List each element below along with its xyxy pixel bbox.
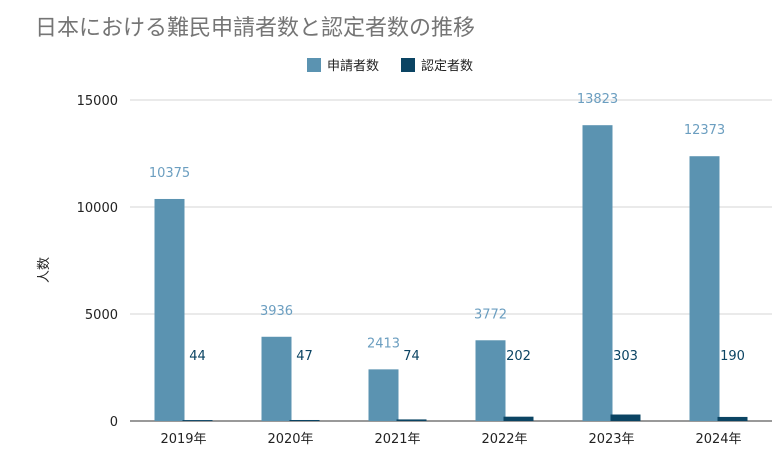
- y-tick-label: 15000: [77, 94, 118, 109]
- x-tick-label: 2019年: [160, 432, 206, 447]
- legend: 申請者数 認定者数: [0, 55, 780, 74]
- bar-recognized: [182, 420, 213, 421]
- x-tick-label: 2020年: [267, 432, 313, 447]
- bar-applications: [475, 340, 506, 421]
- bar-applications: [368, 369, 399, 421]
- bar-recognized: [610, 414, 641, 421]
- data-label-recognized: 74: [403, 349, 420, 364]
- legend-item-applications[interactable]: 申請者数: [306, 55, 379, 74]
- chart-title: 日本における難民申請者数と認定者数の推移: [35, 16, 476, 41]
- bar-recognized: [503, 416, 534, 421]
- y-tick-label: 10000: [77, 201, 118, 216]
- legend-label-applications: 申請者数: [326, 59, 379, 74]
- data-label-applications: 3772: [474, 307, 507, 322]
- data-label-applications: 2413: [367, 336, 400, 351]
- x-tick-label: 2023年: [588, 432, 634, 447]
- x-tick-label: 2024年: [695, 432, 741, 447]
- data-label-recognized: 190: [720, 349, 745, 364]
- data-label-recognized: 303: [613, 349, 638, 364]
- bar-recognized: [289, 419, 320, 421]
- bar-recognized: [396, 419, 427, 421]
- bar-applications: [582, 125, 613, 421]
- y-tick-label: 5000: [85, 308, 118, 323]
- y-axis-label: 人数: [37, 257, 52, 283]
- bar-applications: [689, 156, 720, 421]
- bar-recognized: [717, 416, 748, 421]
- legend-swatch-recognized: [401, 57, 415, 72]
- x-tick-label: 2021年: [374, 432, 420, 447]
- legend-item-recognized[interactable]: 認定者数: [401, 55, 473, 74]
- data-label-applications: 3936: [260, 304, 293, 319]
- data-label-recognized: 44: [189, 349, 206, 364]
- legend-label-recognized: 認定者数: [421, 59, 474, 74]
- data-label-recognized: 202: [506, 349, 531, 364]
- x-tick-label: 2022年: [481, 432, 527, 447]
- data-label-applications: 12373: [684, 123, 725, 138]
- data-label-applications: 13823: [577, 92, 618, 107]
- data-label-applications: 10375: [149, 166, 190, 181]
- legend-swatch-applications: [306, 57, 321, 72]
- bar-applications: [154, 198, 185, 421]
- y-tick-label: 0: [110, 415, 118, 430]
- bar-applications: [261, 336, 292, 421]
- data-label-recognized: 47: [296, 349, 313, 364]
